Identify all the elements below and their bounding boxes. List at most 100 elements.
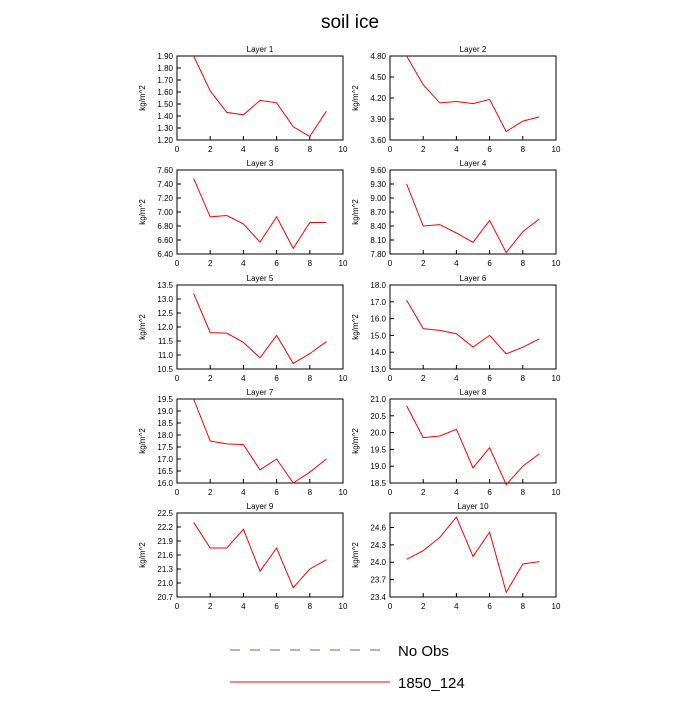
y-tick-label: 8.40	[370, 222, 386, 231]
x-tick-label: 8	[521, 145, 526, 154]
x-tick-label: 10	[339, 374, 348, 383]
x-tick-label: 10	[552, 602, 561, 611]
plot-frame	[389, 169, 557, 255]
x-tick-label: 6	[274, 259, 279, 268]
x-tick-label: 2	[421, 488, 426, 497]
y-axis-label: kg/m^2	[351, 314, 360, 340]
y-tick-label: 6.80	[157, 222, 173, 231]
data-line	[406, 55, 540, 133]
y-tick-label: 24.0	[370, 558, 386, 567]
y-tick-label: 24.6	[370, 523, 386, 532]
y-tick-label: 3.60	[370, 136, 386, 145]
data-line	[406, 299, 540, 355]
subplot: Layer 8 kg/m^2 0 2 4 6 8 10 18.5 19.0 19.5 20.0 20.5…	[351, 388, 561, 497]
plot-frame	[389, 284, 557, 370]
y-axis-label: kg/m^2	[138, 428, 147, 454]
data-line	[193, 398, 327, 484]
y-tick-label: 20.5	[370, 412, 386, 421]
subplot-title: Layer 2	[460, 45, 487, 54]
y-tick-label: 1.60	[157, 88, 173, 97]
subplot-title: Layer 6	[460, 274, 487, 283]
x-tick-label: 4	[241, 374, 246, 383]
y-tick-label: 17.0	[157, 455, 173, 464]
y-tick-label: 21.3	[157, 565, 173, 574]
y-tick-label: 16.0	[370, 315, 386, 324]
y-tick-label: 13.0	[370, 365, 386, 374]
y-tick-label: 7.40	[157, 180, 173, 189]
y-tick-label: 18.5	[157, 419, 173, 428]
y-tick-label: 4.20	[370, 94, 386, 103]
y-tick-label: 12.0	[157, 323, 173, 332]
subplot: Layer 9 kg/m^2 0 2 4 6 8 10 20.7 21.0 21.3 21.6 21.9…	[138, 502, 348, 611]
data-line	[406, 405, 540, 486]
x-tick-label: 6	[274, 145, 279, 154]
x-tick-label: 10	[339, 259, 348, 268]
x-tick-label: 4	[241, 488, 246, 497]
y-tick-label: 1.30	[157, 124, 173, 133]
x-tick-label: 0	[388, 602, 393, 611]
y-tick-label: 7.60	[157, 166, 173, 175]
subplot: Layer 3 kg/m^2 0 2 4 6 8 10 6.40 6.60 6.80 7.00 7.20…	[138, 159, 348, 268]
subplot: Layer 10 kg/m^2 0 2 4 6 8 10 23.4 23.7 24.0 24.3 24.…	[351, 502, 561, 611]
x-tick-label: 10	[339, 602, 348, 611]
y-axis-label: kg/m^2	[138, 314, 147, 340]
y-tick-label: 19.0	[370, 462, 386, 471]
subplot-title: Layer 10	[457, 502, 489, 511]
x-tick-label: 0	[175, 259, 180, 268]
y-tick-label: 7.00	[157, 208, 173, 217]
y-tick-label: 21.6	[157, 551, 173, 560]
x-tick-label: 2	[421, 602, 426, 611]
x-tick-label: 0	[388, 145, 393, 154]
y-tick-label: 21.0	[370, 395, 386, 404]
y-axis-label: kg/m^2	[351, 542, 360, 568]
y-tick-label: 6.40	[157, 250, 173, 259]
subplot-title: Layer 8	[460, 388, 487, 397]
x-tick-label: 0	[175, 374, 180, 383]
subplot: Layer 2 kg/m^2 0 2 4 6 8 10 3.60 3.90 4.20 4.50 4.80	[351, 45, 561, 154]
y-tick-label: 8.10	[370, 236, 386, 245]
y-tick-label: 16.0	[157, 479, 173, 488]
legend-label: 1850_124	[398, 675, 465, 692]
x-tick-label: 6	[487, 374, 492, 383]
data-line	[193, 293, 327, 365]
y-tick-label: 23.7	[370, 576, 386, 585]
x-tick-label: 2	[208, 145, 213, 154]
x-tick-label: 8	[521, 374, 526, 383]
data-line	[193, 178, 327, 250]
y-tick-label: 6.60	[157, 236, 173, 245]
y-tick-label: 3.90	[370, 115, 386, 124]
subplot-title: Layer 4	[460, 159, 487, 168]
x-tick-label: 4	[241, 259, 246, 268]
plot-frame	[176, 284, 344, 370]
y-axis-label: kg/m^2	[351, 85, 360, 111]
x-tick-label: 2	[421, 374, 426, 383]
y-tick-label: 16.5	[157, 467, 173, 476]
y-tick-label: 9.00	[370, 194, 386, 203]
x-tick-label: 10	[552, 488, 561, 497]
y-tick-label: 15.0	[370, 331, 386, 340]
plot-frame	[176, 55, 344, 141]
y-tick-label: 1.70	[157, 76, 173, 85]
x-tick-label: 2	[208, 488, 213, 497]
y-tick-label: 1.80	[157, 64, 173, 73]
y-tick-label: 1.50	[157, 100, 173, 109]
x-tick-label: 8	[308, 145, 313, 154]
x-tick-label: 10	[339, 145, 348, 154]
x-tick-label: 10	[552, 259, 561, 268]
plot-frame	[389, 512, 557, 598]
x-tick-label: 8	[521, 259, 526, 268]
x-tick-label: 2	[208, 259, 213, 268]
x-tick-label: 4	[454, 145, 459, 154]
y-tick-label: 11.5	[158, 337, 174, 346]
y-tick-label: 12.5	[157, 309, 173, 318]
subplot-title: Layer 9	[247, 502, 274, 511]
y-tick-label: 19.5	[370, 445, 386, 454]
y-tick-label: 23.4	[370, 593, 386, 602]
y-tick-label: 19.0	[157, 407, 173, 416]
x-tick-label: 6	[274, 488, 279, 497]
x-tick-label: 4	[454, 488, 459, 497]
plot-frame	[389, 55, 557, 141]
y-tick-label: 10.5	[157, 365, 173, 374]
data-line	[406, 183, 540, 254]
